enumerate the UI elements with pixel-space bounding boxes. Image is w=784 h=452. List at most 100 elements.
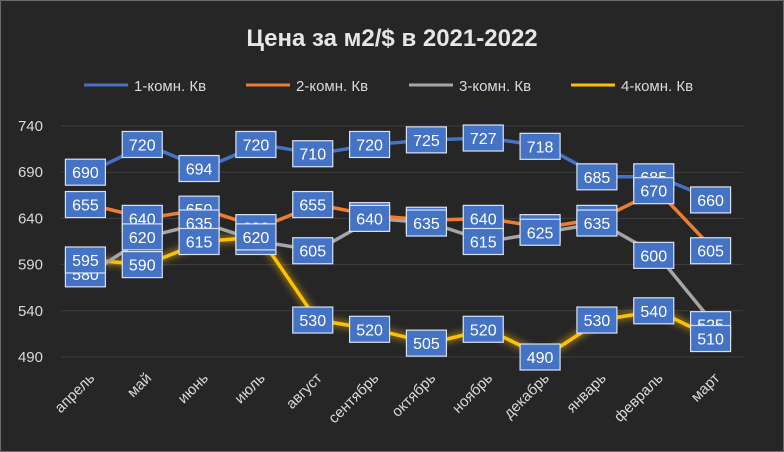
data-label-box — [292, 190, 334, 219]
data-label-box — [121, 130, 163, 159]
data-label: 727 — [470, 131, 497, 148]
data-label-box — [576, 209, 618, 237]
data-label-box — [348, 130, 391, 159]
y-tick-label: 690 — [18, 164, 43, 181]
data-label: 490 — [527, 350, 554, 367]
data-label: 720 — [129, 137, 156, 154]
y-tick-label: 590 — [18, 257, 43, 274]
data-label: 590 — [129, 258, 156, 275]
data-label-box — [348, 204, 391, 232]
data-label-box — [405, 126, 448, 154]
data-label-box — [689, 237, 732, 265]
data-label-box — [235, 223, 277, 251]
data-label: 520 — [356, 322, 383, 339]
x-tick-label: май — [124, 370, 155, 401]
data-label: 655 — [299, 198, 326, 215]
data-label: 640 — [356, 211, 383, 228]
data-label-box — [121, 251, 163, 279]
data-label-box — [576, 306, 618, 334]
data-label: 720 — [243, 137, 270, 154]
data-label: 725 — [413, 133, 440, 150]
data-label-box — [633, 297, 675, 325]
y-tick-label: 490 — [18, 349, 43, 366]
data-label: 595 — [72, 253, 99, 270]
data-label: 620 — [129, 230, 156, 247]
gridlines — [61, 125, 743, 358]
data-label-box — [292, 140, 334, 168]
data-label: 615 — [470, 235, 497, 252]
data-label: 640 — [470, 211, 497, 228]
data-label-box — [462, 124, 504, 152]
data-label-box — [633, 177, 675, 205]
data-label: 520 — [470, 322, 497, 339]
data-label: 510 — [697, 332, 724, 349]
data-label: 635 — [413, 216, 440, 233]
data-label-box — [178, 227, 220, 256]
data-label-box — [235, 130, 277, 159]
x-tick-label: июль — [231, 370, 269, 408]
data-label: 670 — [640, 184, 667, 201]
y-tick-label: 540 — [18, 303, 43, 320]
legend-entry: 4-комн. Кв — [621, 78, 693, 95]
legend-entry: 1-комн. Кв — [134, 78, 206, 95]
data-label: 540 — [640, 304, 667, 321]
data-label-box — [348, 315, 391, 343]
data-label-box — [519, 343, 561, 371]
data-label: 600 — [640, 248, 667, 265]
x-tick-label: октябрь — [388, 370, 439, 421]
x-tick-label: январь — [563, 370, 610, 417]
data-label-box — [64, 190, 107, 219]
data-label-box — [519, 132, 561, 160]
data-label: 505 — [413, 336, 440, 353]
x-tick-label: март — [688, 370, 724, 406]
data-label-box — [633, 241, 675, 269]
data-label: 530 — [584, 313, 611, 330]
data-label: 530 — [299, 313, 326, 330]
data-label: 660 — [697, 193, 724, 210]
data-label-box — [689, 186, 732, 214]
x-tick-label: апрель — [51, 370, 98, 417]
data-label: 615 — [186, 235, 213, 252]
data-label: 605 — [299, 244, 326, 261]
x-tick-label: февраль — [611, 370, 667, 426]
y-axis: 490 540 590 640 690 740 — [18, 118, 43, 366]
data-label-box — [519, 218, 561, 246]
x-tick-label: июнь — [175, 370, 212, 407]
y-tick-label: 640 — [18, 210, 43, 227]
data-label-box — [462, 204, 504, 232]
data-label-box — [178, 154, 220, 183]
data-label: 625 — [527, 225, 554, 242]
data-label: 720 — [356, 137, 383, 154]
data-label-box — [405, 209, 448, 237]
data-labels: 6907206947207107207257277186856856606556… — [64, 124, 732, 371]
y-tick-label: 740 — [18, 118, 43, 135]
legend-entry: 2-комн. Кв — [296, 78, 368, 95]
legend: 1-комн. Кв 2-комн. Кв 3-комн. Кв 4-комн. Кв — [84, 78, 693, 95]
data-label: 635 — [584, 216, 611, 233]
data-label-box — [405, 329, 448, 357]
legend-entry: 3-комн. Кв — [459, 78, 531, 95]
data-label-box — [64, 158, 107, 186]
data-label: 685 — [584, 170, 611, 187]
data-label-box — [292, 306, 334, 334]
data-label: 620 — [243, 230, 270, 247]
data-label: 694 — [186, 162, 213, 179]
x-tick-label: ноябрь — [449, 370, 496, 417]
x-tick-label: август — [283, 370, 326, 413]
data-label: 655 — [72, 198, 99, 215]
x-tick-label: декабрь — [501, 370, 554, 423]
data-label-box — [462, 315, 504, 343]
x-axis: апрель май июнь июль август сентябрь октябрь но… — [51, 370, 723, 427]
data-label-box — [689, 324, 732, 353]
data-label: 718 — [527, 139, 554, 156]
data-label-box — [292, 237, 334, 265]
data-label-box — [576, 163, 618, 191]
x-tick-label: сентябрь — [325, 370, 382, 427]
data-label-box — [462, 227, 504, 256]
data-label: 710 — [299, 147, 326, 164]
chart-title: Цена за м2/$ в 2021-2022 — [246, 25, 537, 52]
data-label: 690 — [72, 165, 99, 182]
data-label-box — [121, 223, 163, 251]
